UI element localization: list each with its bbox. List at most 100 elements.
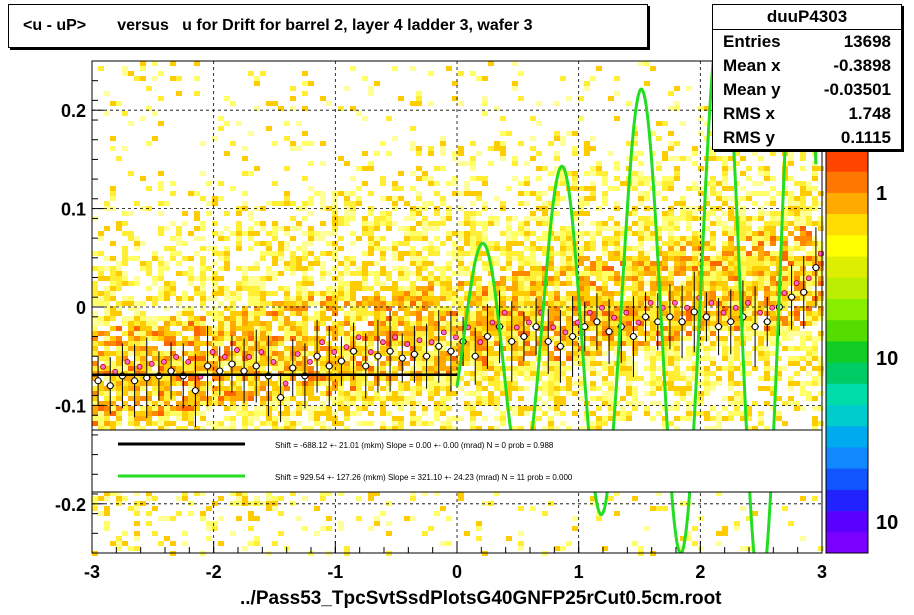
heat-cell <box>698 191 704 196</box>
heat-cell <box>506 396 512 401</box>
heat-cell <box>512 351 518 356</box>
heat-cell <box>572 331 578 336</box>
heat-cell <box>308 241 314 246</box>
heat-cell <box>104 401 110 406</box>
heat-cell <box>392 341 398 346</box>
heat-cell <box>104 346 110 351</box>
heat-cell <box>218 376 224 381</box>
heat-cell <box>416 326 422 331</box>
heat-cell <box>620 396 626 401</box>
heat-cell <box>794 291 800 296</box>
heat-cell <box>482 376 488 381</box>
heat-cell <box>98 316 104 321</box>
heat-cell <box>470 311 476 316</box>
heat-cell <box>104 201 110 206</box>
heat-cell <box>92 361 98 366</box>
heat-cell <box>632 131 638 136</box>
heat-cell <box>404 241 410 246</box>
heat-cell <box>668 381 674 386</box>
heat-cell <box>134 531 140 536</box>
heat-cell <box>398 341 404 346</box>
heat-cell <box>626 231 632 236</box>
heat-cell <box>470 391 476 396</box>
heat-cell <box>686 286 692 291</box>
heat-cell <box>554 331 560 336</box>
heat-cell <box>728 186 734 191</box>
heat-cell <box>530 306 536 311</box>
heat-cell <box>92 366 98 371</box>
heat-cell <box>404 401 410 406</box>
heat-cell <box>626 101 632 106</box>
heat-cell <box>614 236 620 241</box>
heat-cell <box>656 506 662 511</box>
heat-cell <box>260 421 266 426</box>
heat-cell <box>584 321 590 326</box>
heat-cell <box>92 401 98 406</box>
heat-cell <box>476 336 482 341</box>
heat-cell <box>584 81 590 86</box>
heat-cell <box>602 261 608 266</box>
heat-cell <box>632 371 638 376</box>
heat-cell <box>116 306 122 311</box>
heat-cell <box>692 266 698 271</box>
heat-cell <box>776 341 782 346</box>
heat-cell <box>134 281 140 286</box>
heat-cell <box>554 191 560 196</box>
heat-cell <box>554 336 560 341</box>
heat-cell <box>560 386 566 391</box>
heat-cell <box>386 361 392 366</box>
heat-cell <box>188 406 194 411</box>
heat-cell <box>710 211 716 216</box>
heat-cell <box>620 406 626 411</box>
heat-cell <box>506 376 512 381</box>
heat-cell <box>608 96 614 101</box>
heat-cell <box>140 426 146 431</box>
heat-cell <box>200 511 206 516</box>
heat-cell <box>608 151 614 156</box>
heat-cell <box>452 231 458 236</box>
heat-cell <box>476 296 482 301</box>
heat-cell <box>326 416 332 421</box>
heat-cell <box>722 306 728 311</box>
heat-cell <box>746 256 752 261</box>
heat-cell <box>320 421 326 426</box>
heat-cell <box>464 346 470 351</box>
heat-cell <box>386 356 392 361</box>
heat-cell <box>668 291 674 296</box>
heat-cell <box>122 321 128 326</box>
heat-cell <box>554 376 560 381</box>
heat-cell <box>416 166 422 171</box>
heat-cell <box>320 141 326 146</box>
heat-cell <box>260 406 266 411</box>
heat-cell <box>266 341 272 346</box>
heat-cell <box>644 346 650 351</box>
heat-cell <box>116 276 122 281</box>
heat-cell <box>410 296 416 301</box>
heat-cell <box>140 416 146 421</box>
heat-cell <box>542 391 548 396</box>
heat-cell <box>158 71 164 76</box>
heat-cell <box>158 271 164 276</box>
heat-cell <box>716 491 722 496</box>
heat-cell <box>680 271 686 276</box>
heat-cell <box>806 321 812 326</box>
heat-cell <box>686 331 692 336</box>
heat-cell <box>362 316 368 321</box>
heat-cell <box>470 321 476 326</box>
heat-cell <box>284 426 290 431</box>
heat-cell <box>296 296 302 301</box>
heat-cell <box>344 211 350 216</box>
heat-cell <box>254 341 260 346</box>
heat-cell <box>596 311 602 316</box>
heat-cell <box>596 261 602 266</box>
heat-cell <box>440 541 446 546</box>
heat-cell <box>248 341 254 346</box>
heat-cell <box>128 236 134 241</box>
heat-cell <box>392 266 398 271</box>
heat-cell <box>254 356 260 361</box>
heat-cell <box>152 331 158 336</box>
heat-cell <box>398 241 404 246</box>
heat-cell <box>812 261 818 266</box>
heat-cell <box>458 281 464 286</box>
heat-cell <box>722 166 728 171</box>
